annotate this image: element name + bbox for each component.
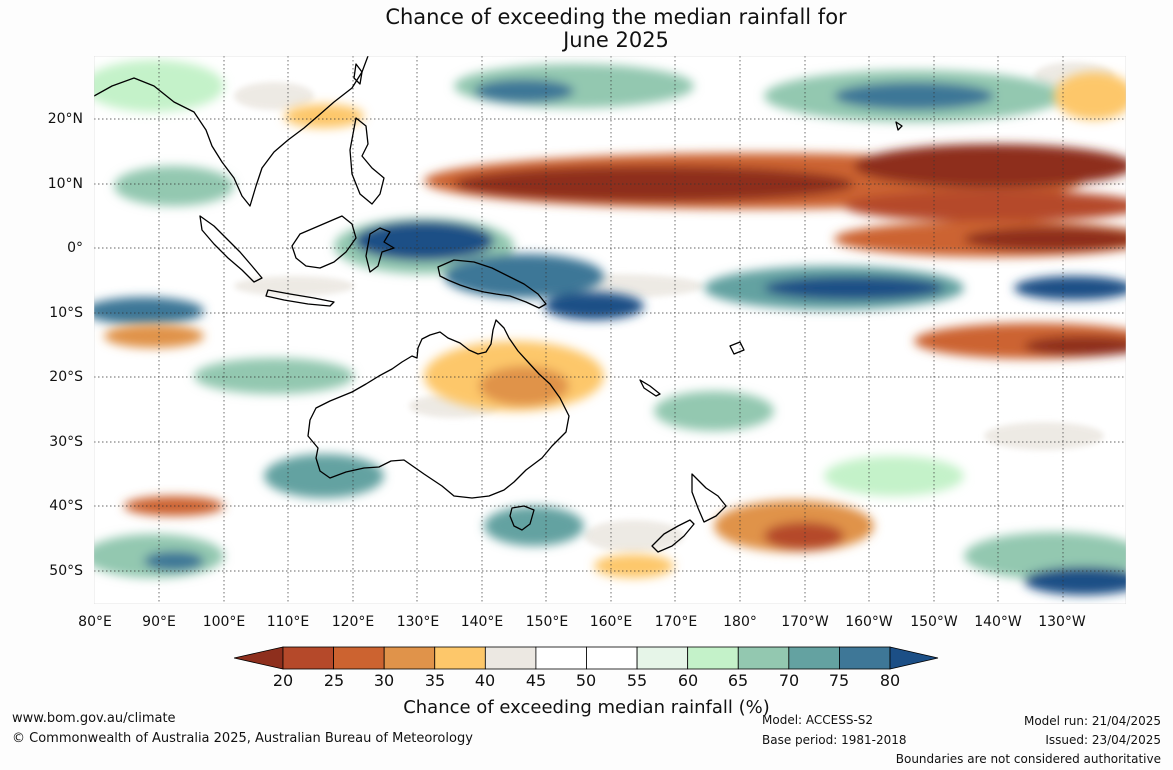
colorbar (234, 646, 939, 670)
wet-anomaly-shading (94, 60, 1126, 595)
colorbar-cell (333, 646, 385, 670)
new-caledonia-coastline (639, 379, 661, 397)
colorbar-cell (484, 646, 537, 670)
lon-label-90e: 90°E (142, 614, 176, 630)
lon-label-140e: 140°E (460, 614, 504, 630)
lat-label-20s: 20°S (49, 369, 83, 385)
lon-label-140w: 140°W (974, 614, 1022, 630)
lat-label-40s: 40°S (49, 498, 83, 514)
colorbar-tick-30: 30 (373, 671, 395, 690)
colorbar-cell (788, 646, 840, 670)
map-title-line1: Chance of exceeding the median rainfall … (385, 5, 847, 29)
colorbar-tick-65: 65 (727, 671, 749, 690)
colorbar-cell (586, 646, 638, 670)
colorbar-cell (687, 646, 739, 670)
lon-label-180: 180° (723, 614, 757, 630)
colorbar-high-arrow (889, 646, 939, 670)
hawaii-coastline (895, 121, 903, 131)
gridlines (94, 56, 1126, 604)
coastlines (94, 56, 903, 553)
colorbar-tick-35: 35 (424, 671, 446, 690)
lat-label-30s: 30°S (49, 434, 83, 450)
colorbar-tick-20: 20 (272, 671, 294, 690)
colorbar-tick-25: 25 (323, 671, 345, 690)
tasmania-coastline (509, 505, 535, 531)
lon-label-110e: 110°E (266, 614, 310, 630)
new-zealand-south-coastline (651, 519, 695, 553)
colorbar-cell (636, 646, 689, 670)
colorbar-title: Chance of exceeding median rainfall (%) (403, 697, 770, 718)
lat-label-50s: 50°S (49, 563, 83, 579)
lon-label-130e: 130°E (396, 614, 440, 630)
colorbar-tick-80: 80 (879, 671, 901, 690)
colorbar-tick-50: 50 (575, 671, 597, 690)
lon-label-160e: 160°E (589, 614, 633, 630)
rainfall-probability-map (94, 56, 1126, 604)
dry-anomaly-shading (104, 72, 1126, 578)
copyright-text: © Commonwealth of Australia 2025, Austra… (12, 731, 473, 746)
borneo-coastline (291, 215, 357, 269)
lon-label-160w: 160°W (845, 614, 893, 630)
boundaries-disclaimer: Boundaries are not considered authoritat… (895, 752, 1161, 766)
website-link[interactable]: www.bom.gov.au/climate (12, 711, 176, 726)
colorbar-tick-45: 45 (525, 671, 547, 690)
model-name: Model: ACCESS-S2 (762, 713, 874, 727)
sumatra-coastline (199, 215, 263, 283)
base-period: Base period: 1981-2018 (762, 733, 907, 747)
new-guinea-coastline (437, 259, 547, 309)
colorbar-cell (282, 646, 334, 670)
lon-label-120e: 120°E (331, 614, 375, 630)
colorbar-cell (737, 646, 790, 670)
philippines-coastline (349, 117, 385, 205)
colorbar-cell (434, 646, 486, 670)
colorbar-cell (383, 646, 436, 670)
lon-label-80e: 80°E (78, 614, 112, 630)
colorbar-cell (535, 646, 587, 670)
colorbar-tick-75: 75 (828, 671, 850, 690)
java-coastline (265, 289, 335, 307)
lat-label-10n: 10°N (47, 176, 83, 192)
model-run-date: Model run: 21/04/2025 (1023, 714, 1161, 728)
colorbar-tick-70: 70 (778, 671, 800, 690)
colorbar-cell (839, 646, 891, 670)
lon-label-170w: 170°W (781, 614, 829, 630)
sulawesi-coastline (365, 227, 395, 273)
colorbar-low-arrow (234, 646, 284, 670)
lon-label-150e: 150°E (525, 614, 569, 630)
new-zealand-north-coastline (691, 473, 727, 523)
fiji-coastline (729, 341, 745, 355)
lat-label-equator: 0° (67, 240, 83, 256)
lat-label-10s: 10°S (49, 305, 83, 321)
lon-label-100e: 100°E (202, 614, 246, 630)
colorbar-tick-60: 60 (677, 671, 699, 690)
taiwan-coastline (353, 63, 363, 85)
colorbar-tick-55: 55 (626, 671, 648, 690)
map-title-line2: June 2025 (563, 28, 669, 52)
colorbar-tick-40: 40 (474, 671, 496, 690)
lat-label-20n: 20°N (47, 111, 83, 127)
lon-label-170e: 170°E (654, 614, 698, 630)
asia-coastline (94, 56, 369, 207)
lon-label-150w: 150°W (910, 614, 958, 630)
lon-label-130w: 130°W (1038, 614, 1086, 630)
australia-coastline (307, 319, 570, 499)
issued-date: Issued: 23/04/2025 (1045, 733, 1161, 747)
